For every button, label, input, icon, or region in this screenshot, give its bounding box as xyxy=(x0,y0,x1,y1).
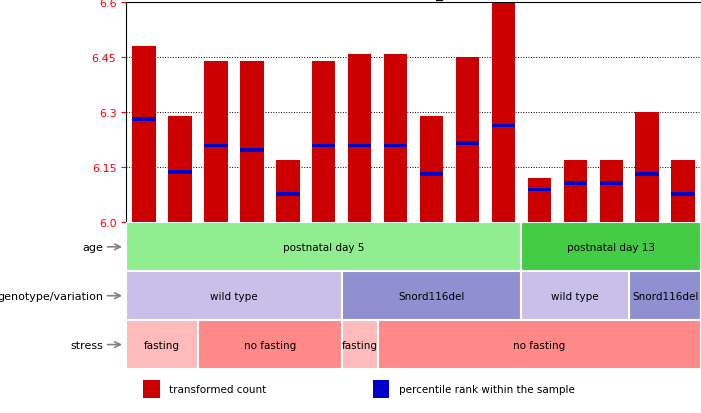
Text: wild type: wild type xyxy=(552,291,599,301)
Bar xyxy=(342,320,378,369)
Text: fasting: fasting xyxy=(341,340,378,350)
Bar xyxy=(384,55,407,223)
Bar xyxy=(348,144,372,148)
Bar xyxy=(204,144,228,148)
Bar xyxy=(635,173,659,176)
Bar xyxy=(168,171,192,174)
Text: fasting: fasting xyxy=(144,340,180,350)
Bar xyxy=(374,380,390,398)
Bar xyxy=(629,272,701,320)
Bar xyxy=(599,161,623,223)
Bar xyxy=(564,181,587,185)
Bar xyxy=(635,113,659,223)
Bar xyxy=(240,149,264,152)
Text: postnatal day 5: postnatal day 5 xyxy=(283,242,365,252)
Bar xyxy=(672,192,695,196)
Bar xyxy=(564,161,587,223)
Bar xyxy=(384,144,407,148)
Bar xyxy=(126,320,198,369)
Bar xyxy=(342,272,522,320)
Bar xyxy=(491,124,515,128)
Bar xyxy=(240,62,264,223)
Bar xyxy=(456,58,479,223)
Text: Snord116del: Snord116del xyxy=(398,291,465,301)
Bar xyxy=(168,117,192,223)
Bar xyxy=(312,144,336,148)
Text: no fasting: no fasting xyxy=(244,340,296,350)
Text: wild type: wild type xyxy=(210,291,258,301)
Bar xyxy=(132,47,156,223)
Bar xyxy=(276,161,299,223)
Bar xyxy=(198,320,342,369)
Title: GDS3786 / ILMN_2722513: GDS3786 / ILMN_2722513 xyxy=(323,0,504,1)
Text: percentile rank within the sample: percentile rank within the sample xyxy=(400,384,575,394)
Text: no fasting: no fasting xyxy=(513,340,566,350)
Text: transformed count: transformed count xyxy=(170,384,266,394)
Bar xyxy=(420,173,443,176)
Bar xyxy=(378,320,701,369)
Text: stress: stress xyxy=(71,340,104,350)
Bar xyxy=(312,62,336,223)
Bar xyxy=(456,142,479,146)
Bar xyxy=(528,179,551,223)
Bar xyxy=(599,181,623,185)
Text: postnatal day 13: postnatal day 13 xyxy=(567,242,655,252)
Bar xyxy=(144,380,160,398)
Bar xyxy=(132,118,156,121)
Bar xyxy=(126,223,522,272)
Bar xyxy=(204,62,228,223)
Bar xyxy=(528,188,551,192)
Text: genotype/variation: genotype/variation xyxy=(0,291,104,301)
Bar xyxy=(420,117,443,223)
Bar xyxy=(276,192,299,196)
Text: Snord116del: Snord116del xyxy=(632,291,698,301)
Bar xyxy=(522,223,701,272)
Bar xyxy=(522,272,629,320)
Bar xyxy=(491,3,515,223)
Bar xyxy=(126,272,342,320)
Bar xyxy=(348,55,372,223)
Bar xyxy=(672,161,695,223)
Text: age: age xyxy=(83,242,104,252)
